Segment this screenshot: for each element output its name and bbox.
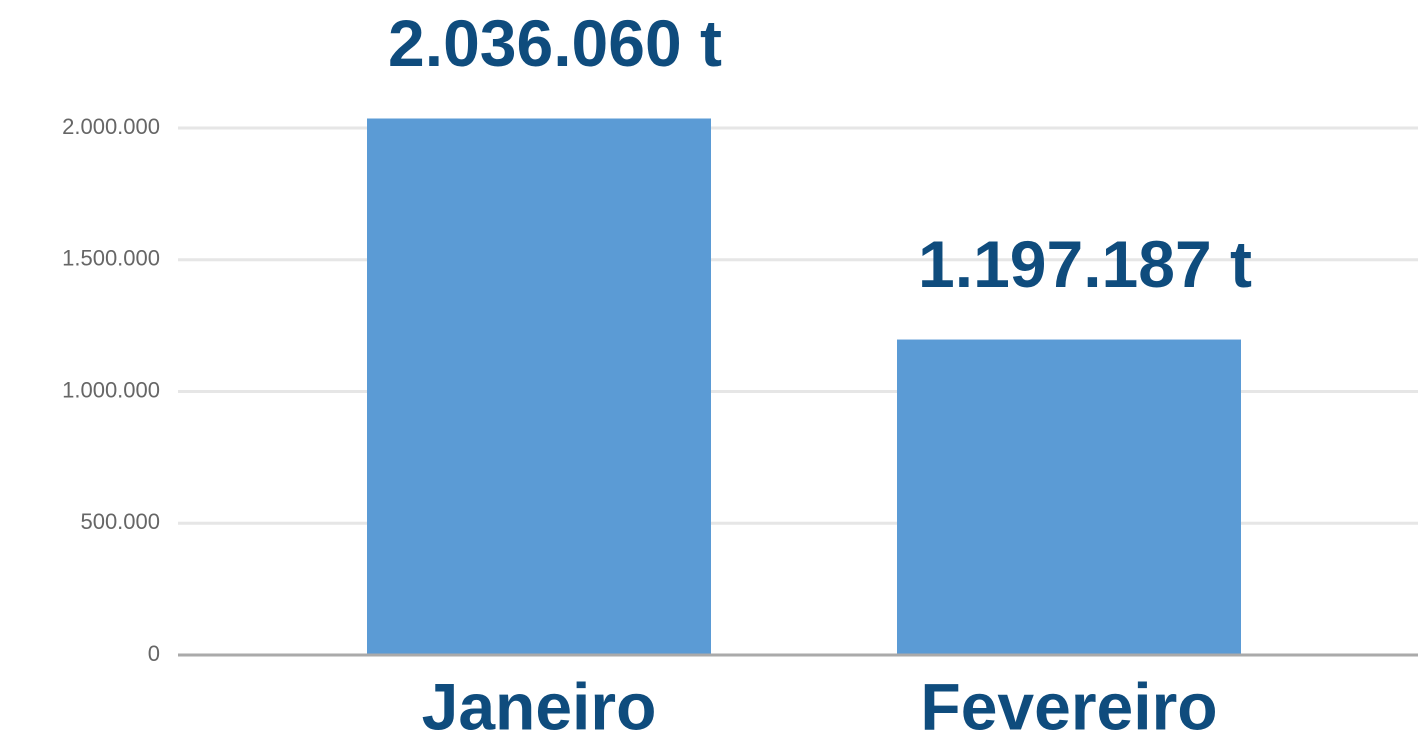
y-tick-label: 0 (148, 641, 160, 666)
bar (897, 339, 1241, 655)
y-tick-label: 1.000.000 (62, 377, 160, 402)
value-label: 2.036.060 t (388, 6, 722, 80)
x-tick-label: Fevereiro (920, 669, 1217, 743)
x-tick-label: Janeiro (422, 669, 657, 743)
value-label: 1.197.187 t (918, 227, 1252, 301)
y-tick-label: 500.000 (80, 509, 160, 534)
y-tick-label: 2.000.000 (62, 114, 160, 139)
y-tick-label: 1.500.000 (62, 246, 160, 271)
bar (367, 118, 711, 656)
